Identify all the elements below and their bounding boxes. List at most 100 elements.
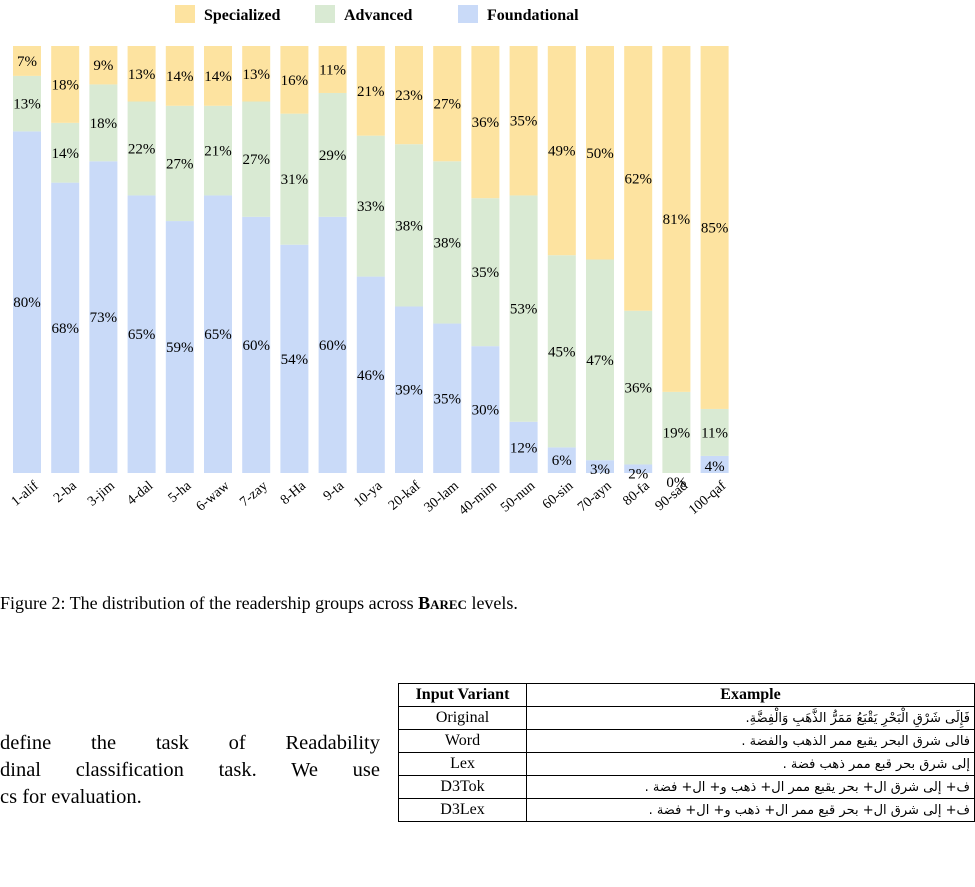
table-cell-example: إلى شرق بحر قبع ممر ذهب فضة .: [526, 752, 975, 776]
table-cell-variant: Word: [398, 729, 527, 753]
bar-advanced: [356, 135, 385, 277]
bar-advanced: [395, 144, 423, 307]
bar-foundational: [51, 182, 80, 473]
bar-foundational: [433, 323, 462, 473]
bar-specialized: [51, 46, 80, 123]
data-label-advanced: 38%: [433, 235, 461, 251]
bar-specialized: [547, 46, 576, 256]
data-label-foundational: 68%: [51, 321, 79, 337]
bar-advanced: [165, 105, 194, 222]
data-label-advanced: 21%: [204, 144, 232, 160]
legend-swatch: [458, 5, 478, 23]
bar-advanced: [318, 92, 347, 217]
figure-caption: Figure 2: The distribution of the reader…: [0, 593, 518, 614]
data-label-specialized: 36%: [472, 115, 500, 131]
bar-foundational: [204, 195, 232, 473]
input-variant-table: Input Variant Example Original فَإِلَى ش…: [398, 683, 975, 822]
data-label-foundational: 30%: [472, 403, 500, 419]
data-label-foundational: 6%: [552, 453, 572, 469]
data-label-foundational: 12%: [510, 440, 538, 456]
bar-foundational: [242, 216, 271, 474]
data-label-advanced: 27%: [242, 152, 270, 168]
table-cell-example: ف+ إلى شرق ال+ بحر يقبع ممر ال+ ذهب و+ ا…: [526, 775, 975, 799]
bar-foundational: [280, 244, 309, 473]
table-cell-variant: Lex: [398, 752, 527, 776]
table-cell-example: فالى شرق البحر يقبع ممر الذهب والفضة .: [526, 729, 975, 753]
bar-specialized: [471, 46, 500, 199]
legend-label: Specialized: [204, 7, 281, 24]
data-label-foundational: 3%: [590, 462, 610, 478]
bar-advanced: [700, 408, 729, 456]
data-label-foundational: 0%: [666, 475, 686, 491]
data-label-foundational: 2%: [628, 466, 648, 482]
data-label-foundational: 80%: [13, 295, 41, 311]
bar-specialized: [586, 46, 614, 260]
data-label-specialized: 49%: [548, 144, 576, 160]
bar-advanced: [509, 195, 538, 422]
bar-advanced: [433, 161, 462, 324]
bar-specialized: [433, 46, 462, 162]
legend-swatch: [175, 5, 195, 23]
bar-specialized: [356, 46, 385, 136]
body-line: define the task of Readability: [0, 732, 380, 754]
data-label-advanced: 19%: [663, 425, 691, 441]
data-label-advanced: 47%: [586, 353, 614, 369]
bar-advanced: [204, 105, 232, 196]
caption-prefix: Figure 2: The distribution of the reader…: [0, 593, 419, 613]
table-cell-example: ف+ إلى شرق ال+ بحر قبع ممر ال+ ذهب و+ ال…: [526, 798, 975, 822]
table-cell-example: فَإِلَى شَرْقِ الْبَحْرِ يَقْبَعُ مَمَرُ…: [526, 706, 975, 730]
data-label-specialized: 35%: [510, 114, 538, 130]
data-label-specialized: 81%: [663, 212, 691, 228]
data-label-advanced: 27%: [166, 156, 194, 172]
data-label-specialized: 23%: [395, 88, 423, 104]
data-label-advanced: 33%: [357, 199, 385, 215]
data-label-foundational: 73%: [90, 310, 118, 326]
legend-label: Advanced: [344, 7, 413, 24]
data-label-advanced: 45%: [548, 344, 576, 360]
data-label-advanced: 53%: [510, 302, 538, 318]
bar-specialized: [165, 46, 194, 106]
bar-advanced: [624, 310, 653, 465]
data-label-foundational: 65%: [204, 327, 232, 343]
table-cell-variant: D3Tok: [398, 775, 527, 799]
body-line: dinal classification task. We use: [0, 759, 380, 781]
bar-specialized: [204, 46, 232, 106]
bar-specialized: [127, 46, 156, 102]
bar-foundational: [127, 195, 156, 473]
table-cell-variant: D3Lex: [398, 798, 527, 822]
data-label-specialized: 13%: [242, 67, 270, 83]
data-label-advanced: 35%: [472, 265, 500, 281]
bar-advanced: [547, 255, 576, 448]
table-header-row: Input Variant Example: [398, 683, 975, 707]
bar-specialized: [242, 46, 271, 102]
bar-specialized: [395, 46, 423, 145]
table-row: Word فالى شرق البحر يقبع ممر الذهب والفض…: [398, 729, 975, 753]
data-label-advanced: 22%: [128, 141, 156, 157]
legend-swatch: [315, 5, 335, 23]
bar-advanced: [242, 101, 271, 217]
body-line: cs for evaluation.: [0, 786, 142, 808]
bar-specialized: [280, 46, 309, 114]
data-label-foundational: 46%: [357, 368, 385, 384]
data-label-specialized: 14%: [166, 69, 194, 85]
bar-foundational: [165, 221, 194, 473]
bar-foundational: [89, 161, 118, 474]
data-label-foundational: 39%: [395, 383, 423, 399]
bar-foundational: [586, 460, 614, 473]
bar-specialized: [509, 46, 538, 196]
bar-specialized: [318, 46, 347, 93]
bar-advanced: [51, 122, 80, 183]
data-label-specialized: 50%: [586, 146, 614, 162]
data-label-advanced: 36%: [624, 381, 652, 397]
body-paragraph: define the task of Readability dinal cla…: [0, 730, 380, 811]
bar-foundational: [471, 346, 500, 473]
data-label-specialized: 85%: [701, 220, 729, 236]
data-label-foundational: 60%: [319, 338, 347, 354]
bar-foundational: [318, 216, 347, 474]
data-label-specialized: 18%: [51, 77, 79, 93]
bar-specialized: [700, 46, 729, 409]
table-header-input-variant: Input Variant: [398, 683, 527, 707]
bar-foundational: [700, 455, 729, 473]
bar-group: [13, 46, 729, 474]
